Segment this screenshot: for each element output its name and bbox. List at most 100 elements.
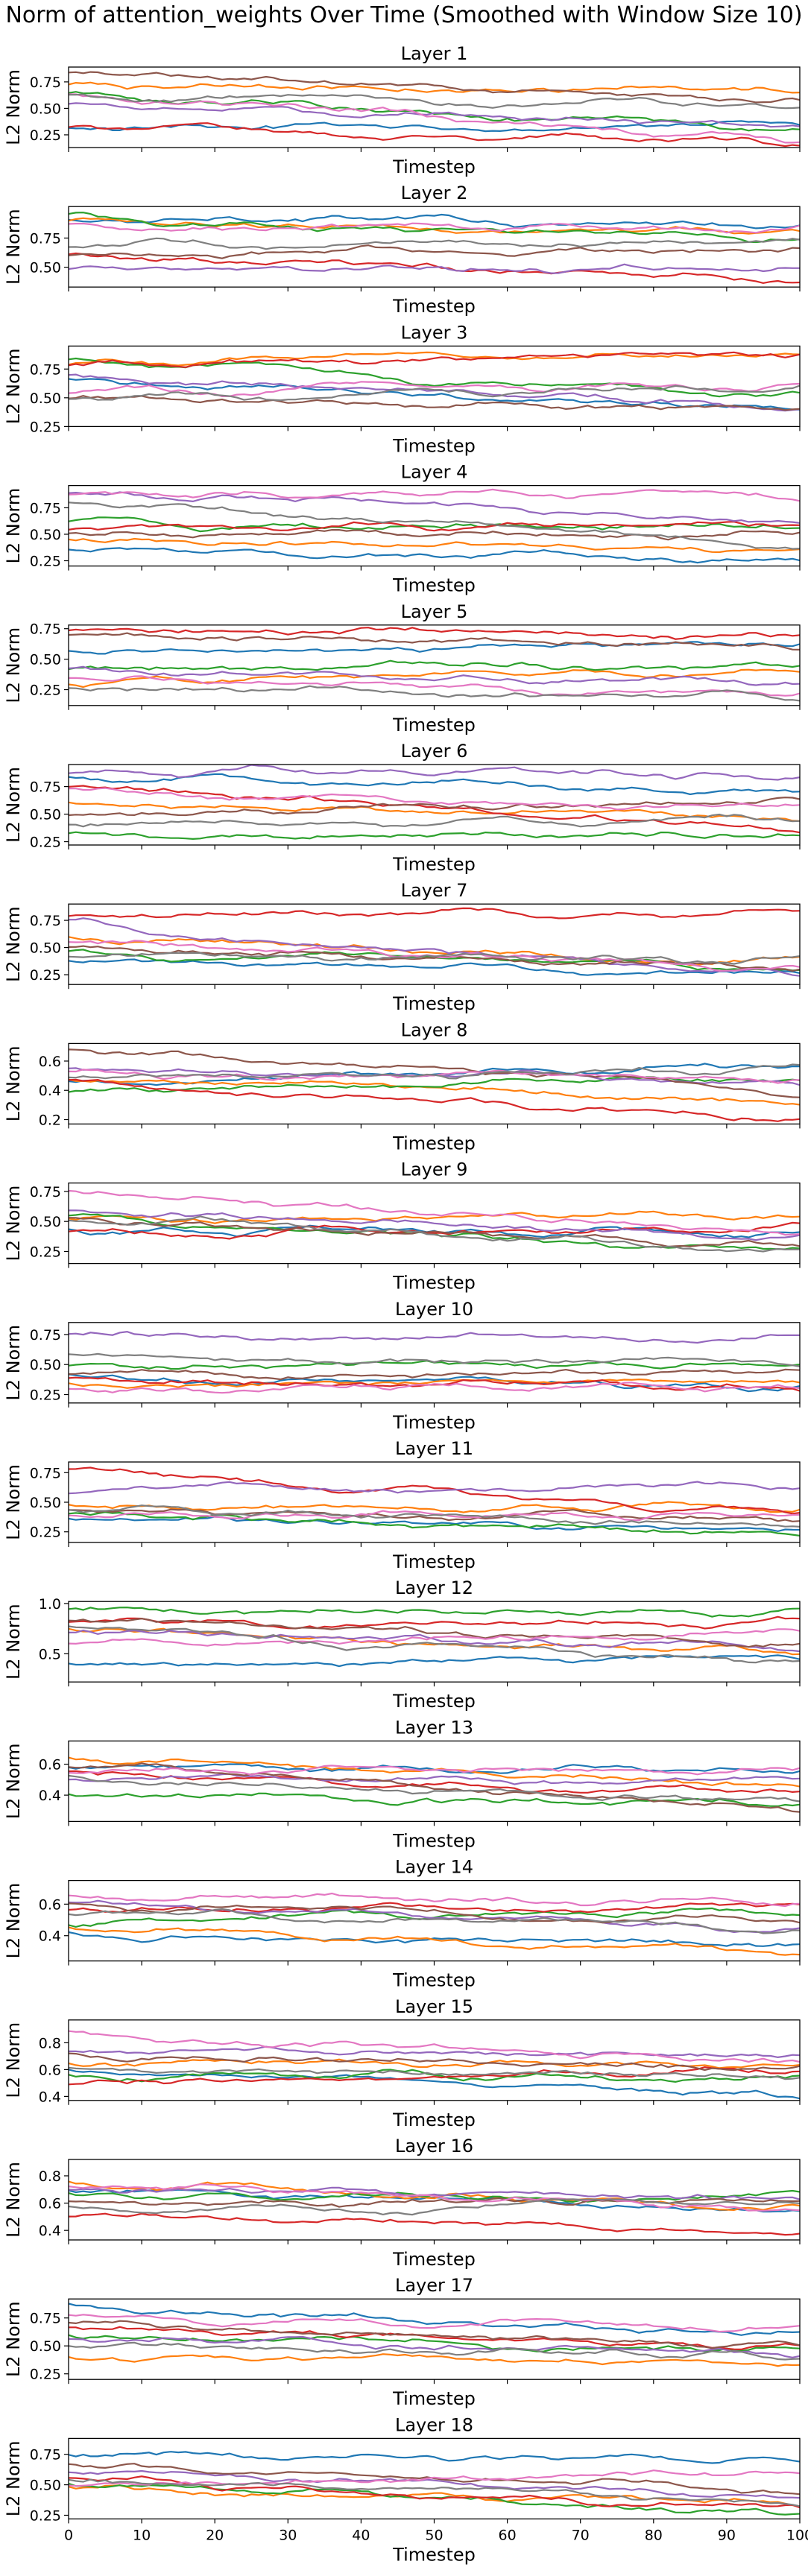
series-line-8 xyxy=(69,685,800,702)
series-line-3 xyxy=(69,1607,800,1618)
y-tick-label: 0.75 xyxy=(30,2447,61,2463)
subplot-layer-10: Layer 10 0.25 0.50 0.75 Timestep L2 Norm xyxy=(3,1299,801,1433)
subplot-layer-4: Layer 4 0.25 0.50 0.75 Timestep L2 Norm xyxy=(3,462,801,596)
series-group xyxy=(69,1892,800,1956)
series-line-5 xyxy=(69,1209,800,1241)
y-axis-label: L2 Norm xyxy=(3,627,24,703)
y-axis-label: L2 Norm xyxy=(3,1604,24,1680)
series-line-7 xyxy=(69,93,800,144)
series-group xyxy=(69,1189,800,1253)
subplot-title: Layer 11 xyxy=(395,1438,473,1459)
subplot-layer-7: Layer 7 0.25 0.50 0.75 Timestep L2 Norm xyxy=(3,880,801,1014)
series-line-4 xyxy=(69,907,800,920)
series-line-3 xyxy=(69,1076,800,1093)
y-tick-label: 0.75 xyxy=(30,1327,61,1344)
plot-frame xyxy=(68,1461,801,1543)
subplot-layer-14: Layer 14 0.4 0.6 Timestep L2 Norm xyxy=(3,1857,801,1991)
series-group xyxy=(69,2030,800,2100)
y-tick-label: 0.75 xyxy=(30,75,61,91)
x-axis-label: Timestep xyxy=(392,1691,476,1712)
series-line-6 xyxy=(69,2052,800,2072)
subplot-title: Layer 8 xyxy=(401,1019,468,1040)
series-line-2 xyxy=(69,1756,800,1788)
x-tick-label: 10 xyxy=(133,2527,151,2543)
series-line-8 xyxy=(69,1774,800,1803)
subplot-title: Layer 15 xyxy=(395,1996,473,2017)
x-axis-label: Timestep xyxy=(392,1133,476,1153)
series-line-6 xyxy=(69,394,800,411)
series-line-7 xyxy=(69,675,800,697)
y-axis-label: L2 Norm xyxy=(3,1186,24,1262)
series-line-7 xyxy=(69,381,800,398)
y-tick-label: 0.25 xyxy=(30,835,61,851)
x-axis-label: Timestep xyxy=(392,715,476,735)
series-line-7 xyxy=(69,2314,800,2333)
series-line-7 xyxy=(69,1628,800,1647)
y-axis-label: L2 Norm xyxy=(3,1883,24,1959)
y-axis-label: L2 Norm xyxy=(3,1046,24,1122)
series-group xyxy=(69,907,800,977)
subplot-layer-3: Layer 3 0.25 0.50 0.75 Timestep L2 Norm xyxy=(3,322,801,456)
series-line-7 xyxy=(69,1382,800,1394)
series-line-1 xyxy=(69,958,800,976)
subplot-title: Layer 18 xyxy=(395,2414,473,2435)
y-tick-label: 0.75 xyxy=(30,2311,61,2327)
series-line-3 xyxy=(69,659,800,671)
x-axis-label: Timestep xyxy=(392,2388,476,2409)
y-tick-label: 0.25 xyxy=(30,127,61,144)
y-tick-label: 0.50 xyxy=(30,2478,61,2494)
y-tick-label: 0.6 xyxy=(39,2196,61,2212)
subplot-layer-16: Layer 16 0.4 0.6 0.8 Timestep L2 Norm xyxy=(3,2136,801,2270)
subplot-layer-12: Layer 12 0.5 1.0 Timestep L2 Norm xyxy=(3,1577,801,1712)
series-line-4 xyxy=(69,1615,800,1630)
y-tick-label: 0.8 xyxy=(39,2035,61,2051)
series-line-6 xyxy=(69,1048,800,1098)
series-line-4 xyxy=(69,785,800,834)
y-tick-label: 0.50 xyxy=(30,807,61,823)
series-line-4 xyxy=(69,1221,800,1240)
series-line-5 xyxy=(69,1773,800,1785)
series-line-5 xyxy=(69,1330,800,1344)
series-group xyxy=(69,1048,800,1122)
y-tick-label: 0.50 xyxy=(30,1214,61,1230)
y-tick-label: 0.75 xyxy=(30,500,61,516)
series-line-6 xyxy=(69,632,800,651)
y-tick-label: 0.50 xyxy=(30,652,61,668)
y-tick-label: 0.75 xyxy=(30,1465,61,1481)
series-group xyxy=(69,627,800,702)
series-line-2 xyxy=(69,801,800,822)
series-line-2 xyxy=(69,537,800,554)
x-axis-label: Timestep xyxy=(392,575,476,596)
series-line-8 xyxy=(69,2478,800,2507)
y-tick-label: 1.0 xyxy=(39,1596,61,1613)
series-line-5 xyxy=(69,263,800,274)
series-group xyxy=(69,71,800,148)
y-axis-label: L2 Norm xyxy=(3,2162,24,2238)
subplot-layer-11: Layer 11 0.25 0.50 0.75 Timestep L2 Norm xyxy=(3,1438,801,1572)
y-tick-label: 0.6 xyxy=(39,1054,61,1070)
y-tick-label: 0.4 xyxy=(39,2223,61,2239)
y-tick-label: 0.4 xyxy=(39,2089,61,2105)
series-line-1 xyxy=(69,1931,800,1947)
x-axis-label: Timestep xyxy=(392,993,476,1014)
subplot-title: Layer 14 xyxy=(395,1857,473,1878)
y-tick-label: 0.6 xyxy=(39,2062,61,2078)
subplot-layer-6: Layer 6 0.25 0.50 0.75 Timestep L2 Norm xyxy=(3,741,801,875)
y-axis-label: L2 Norm xyxy=(3,2022,24,2098)
series-line-7 xyxy=(69,2030,800,2063)
subplot-layer-1: Layer 1 0.25 0.50 0.75 Timestep L2 Norm xyxy=(3,43,801,177)
series-line-8 xyxy=(69,2197,800,2216)
series-line-6 xyxy=(69,797,800,817)
x-axis-label: Timestep xyxy=(392,435,476,456)
y-tick-label: 0.25 xyxy=(30,2367,61,2383)
series-line-7 xyxy=(69,1892,800,1908)
x-tick-label: 90 xyxy=(718,2527,736,2543)
y-tick-label: 0.50 xyxy=(30,2338,61,2355)
y-tick-label: 0.75 xyxy=(30,1184,61,1200)
series-line-8 xyxy=(69,1352,800,1367)
series-line-4 xyxy=(69,351,800,369)
series-line-5 xyxy=(69,2186,800,2200)
x-axis-label: Timestep xyxy=(392,1273,476,1294)
series-group xyxy=(69,1330,800,1394)
